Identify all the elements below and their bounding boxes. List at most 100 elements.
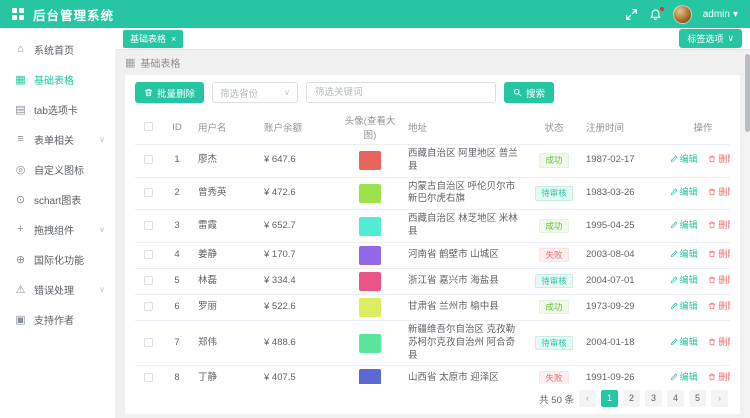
sidebar-item-basic-table[interactable]: ▦ 基础表格 — [15, 73, 74, 87]
delete-button[interactable]: 删除 — [708, 153, 730, 165]
row-checkbox[interactable] — [143, 155, 153, 165]
table-row: 3 雷霞 ¥ 652.7 西藏自治区 林芝地区 米林县 成功 1995-04-2… — [135, 209, 730, 243]
row-avatar-image[interactable] — [359, 297, 381, 317]
page-button[interactable]: 1 — [601, 390, 618, 407]
row-balance: ¥ 407.5 — [259, 365, 337, 384]
delete-button[interactable]: 删除 — [708, 336, 730, 348]
user-avatar[interactable] — [672, 4, 692, 24]
province-filter-select[interactable]: 筛选省份 ∨ — [212, 82, 299, 103]
edit-button[interactable]: 编辑 — [670, 219, 698, 231]
scrollbar-thumb[interactable] — [744, 54, 750, 132]
delete-button[interactable]: 删除 — [708, 248, 730, 260]
tab-close-icon[interactable]: × — [171, 33, 177, 44]
edit-button[interactable]: 编辑 — [670, 336, 698, 348]
tag-options-button[interactable]: 标签选项 ∨ — [679, 29, 742, 48]
delete-button[interactable]: 删除 — [708, 274, 730, 286]
row-username: 郑伟 — [193, 320, 259, 367]
edit-button[interactable]: 编辑 — [670, 300, 698, 312]
edit-button[interactable]: 编辑 — [670, 371, 698, 383]
row-checkbox[interactable] — [143, 373, 153, 383]
next-page-button[interactable]: › — [711, 390, 728, 407]
select-all-cell — [135, 110, 161, 145]
delete-button[interactable]: 删除 — [708, 300, 730, 312]
sidebar-item-errors[interactable]: ⚠ 错误处理 ∨ — [15, 283, 105, 297]
col-balance: 账户余额 — [259, 110, 337, 145]
pencil-icon — [670, 221, 678, 228]
status-badge: 待审核 — [535, 273, 573, 289]
trash-icon — [709, 188, 716, 196]
row-checkbox[interactable] — [143, 188, 153, 198]
sidebar-item-i18n[interactable]: ⊕ 国际化功能 — [15, 253, 84, 267]
user-menu[interactable]: admin ▾ — [703, 9, 738, 20]
row-avatar-image[interactable] — [359, 183, 381, 203]
delete-button[interactable]: 删除 — [708, 219, 730, 231]
edit-button[interactable]: 编辑 — [670, 186, 698, 198]
row-checkbox[interactable] — [143, 249, 153, 259]
row-register-date: 1987-02-17 — [581, 144, 659, 178]
page-title: 基础表格 — [140, 59, 181, 70]
pencil-icon — [670, 188, 678, 196]
sidebar-item-tabs[interactable]: ▤ tab选项卡 — [15, 103, 78, 117]
row-checkbox[interactable] — [143, 220, 153, 230]
row-avatar-image[interactable] — [359, 216, 381, 236]
warning-icon: ⚠ — [15, 283, 26, 296]
sidebar-item-schart[interactable]: ⊙ schart图表 — [15, 193, 82, 207]
select-all-checkbox[interactable] — [143, 122, 153, 132]
row-balance: ¥ 472.6 — [259, 177, 337, 211]
edit-button[interactable]: 编辑 — [670, 153, 698, 165]
delete-button[interactable]: 删除 — [708, 186, 730, 198]
tab-basic-table[interactable]: 基础表格 × — [123, 29, 184, 48]
edit-button[interactable]: 编辑 — [670, 248, 698, 260]
row-avatar-image[interactable] — [359, 151, 381, 171]
col-id: ID — [161, 110, 193, 145]
sidebar-item-support-author[interactable]: ▣ 支持作者 — [15, 313, 74, 327]
row-username: 丁静 — [193, 365, 259, 384]
sidebar-item-home[interactable]: ⌂ 系统首页 — [0, 34, 115, 64]
batch-delete-button[interactable]: 批量删除 — [135, 82, 205, 103]
row-checkbox[interactable] — [143, 337, 153, 347]
page-button[interactable]: 2 — [623, 390, 640, 407]
fullscreen-icon[interactable] — [625, 8, 638, 21]
table-row: 4 姜静 ¥ 170.7 河南省 鹤壁市 山城区 失败 2003-08-04 编… — [135, 242, 730, 269]
edit-button[interactable]: 编辑 — [670, 274, 698, 286]
table-row: 7 郑伟 ¥ 488.6 新疆维吾尔自治区 克孜勒苏柯尔克孜自治州 阿合奇县 待… — [135, 320, 730, 367]
row-avatar-image[interactable] — [359, 333, 381, 353]
search-icon — [513, 88, 522, 97]
delete-button[interactable]: 删除 — [708, 371, 730, 383]
sidebar-item-drag[interactable]: + 拖拽组件 ∨ — [0, 214, 115, 244]
page-button[interactable]: 5 — [689, 390, 706, 407]
status-badge: 成功 — [539, 299, 569, 315]
page-button[interactable]: 4 — [667, 390, 684, 407]
scrollbar[interactable] — [744, 50, 750, 418]
keyword-filter-input[interactable] — [306, 82, 497, 103]
row-username: 林磊 — [193, 268, 259, 295]
row-checkbox[interactable] — [143, 301, 153, 311]
row-username: 姜静 — [193, 242, 259, 269]
page-button[interactable]: 3 — [645, 390, 662, 407]
table-card: 批量删除 筛选省份 ∨ 搜索 — [125, 75, 740, 414]
status-badge: 待审核 — [535, 186, 573, 201]
globe-icon: ⊕ — [15, 253, 26, 266]
col-register-date: 注册时间 — [581, 110, 659, 145]
tabs-icon: ▤ — [15, 103, 26, 116]
table-header-row: ID 用户名 账户余额 头像(查看大图) 地址 状态 注册时间 操作 — [135, 110, 730, 145]
notification-bell-icon[interactable] — [649, 6, 664, 21]
sidebar-item-custom-icons[interactable]: ◎ 自定义图标 — [15, 163, 84, 177]
prev-page-button[interactable]: ‹ — [579, 390, 596, 407]
book-icon: ▣ — [15, 313, 26, 326]
row-avatar-image[interactable] — [359, 245, 381, 265]
row-register-date: 2004-01-18 — [581, 320, 659, 367]
row-avatar-image[interactable] — [359, 271, 381, 291]
form-icon: ≡ — [17, 133, 24, 145]
row-checkbox[interactable] — [143, 275, 153, 285]
table-icon: ▦ — [15, 73, 26, 86]
col-status: 状态 — [527, 110, 581, 145]
search-button[interactable]: 搜索 — [504, 82, 555, 103]
row-avatar-image[interactable] — [359, 369, 381, 384]
trash-icon — [709, 156, 716, 163]
sidebar-item-forms[interactable]: ≡ 表单相关 ∨ — [0, 124, 115, 154]
drag-icon: + — [17, 223, 24, 235]
